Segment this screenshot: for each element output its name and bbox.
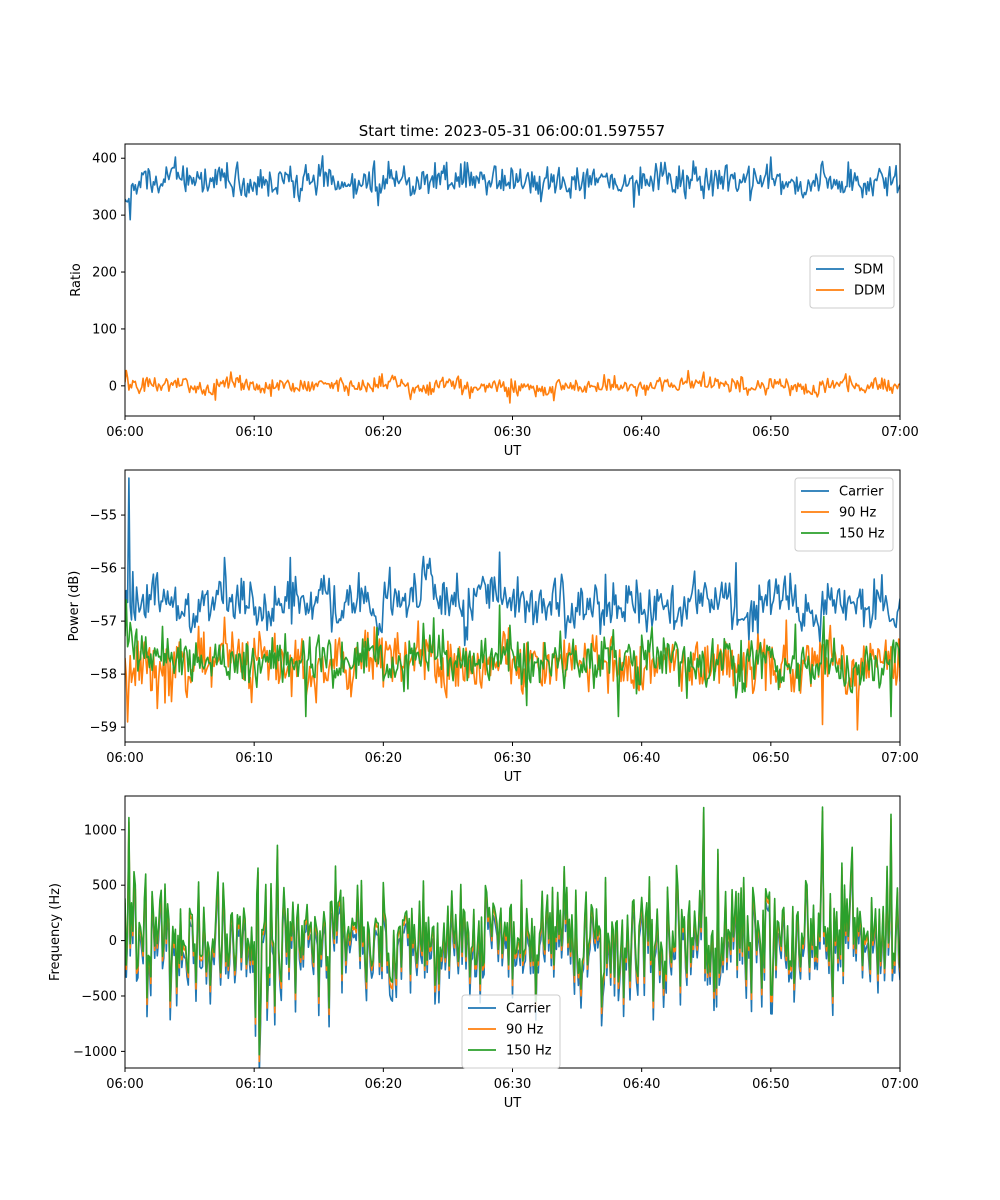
legend-label: 90 Hz <box>506 1023 543 1038</box>
legend: Carrier 90 Hz 150 Hz <box>461 994 561 1069</box>
series-line-carrier <box>125 477 900 647</box>
y-tick-label: 0 <box>109 379 117 394</box>
x-tick-label: 06:50 <box>752 751 789 766</box>
x-tick-label: 06:00 <box>106 1077 143 1092</box>
x-tick-label: 06:20 <box>365 425 402 440</box>
legend-label: DDM <box>854 284 885 299</box>
chart-panel-2: 06:00 06:10 06:20 06:30 06:40 06:50 07:00 −59 −5… <box>67 469 919 785</box>
legend-label: 150 Hz <box>506 1044 552 1059</box>
x-axis-label: UT <box>504 770 522 785</box>
series-line-90-hz <box>125 616 900 731</box>
series-line-150-hz <box>125 599 900 718</box>
y-tick-label: −57 <box>90 615 117 630</box>
legend-label: Carrier <box>506 1002 551 1017</box>
y-tick-label: 200 <box>92 266 117 281</box>
x-tick-label: 06:30 <box>494 425 531 440</box>
y-tick-label: −1000 <box>73 1045 117 1060</box>
legend: Carrier 90 Hz 150 Hz <box>794 477 894 552</box>
x-tick-label: 07:00 <box>881 1077 918 1092</box>
series-line-ddm <box>125 369 900 404</box>
x-tick-label: 06:50 <box>752 425 789 440</box>
y-tick-label: 400 <box>92 152 117 167</box>
x-tick-label: 06:50 <box>752 1077 789 1092</box>
x-tick-label: 06:10 <box>235 1077 272 1092</box>
y-tick-label: −500 <box>81 989 117 1004</box>
x-tick-label: 06:40 <box>623 1077 660 1092</box>
x-axis-label: UT <box>504 444 522 459</box>
x-tick-label: 06:10 <box>235 751 272 766</box>
x-tick-label: 06:10 <box>235 425 272 440</box>
legend-label: SDM <box>854 263 883 278</box>
y-tick-label: 1000 <box>84 823 117 838</box>
series-group <box>125 155 900 404</box>
legend-label: Carrier <box>839 485 884 500</box>
x-tick-label: 06:00 <box>106 425 143 440</box>
x-tick-label: 06:20 <box>365 751 402 766</box>
x-tick-label: 06:40 <box>623 751 660 766</box>
y-tick-label: −59 <box>90 721 117 736</box>
x-tick-label: 06:30 <box>494 1077 531 1092</box>
series-group <box>125 477 900 731</box>
figure-title: Start time: 2023-05-31 06:00:01.597557 <box>359 122 665 140</box>
y-tick-label: −58 <box>90 668 117 683</box>
y-tick-label: −56 <box>90 562 117 577</box>
y-axis-label: Power (dB) <box>67 571 82 642</box>
y-tick-label: 300 <box>92 209 117 224</box>
y-tick-label: 500 <box>92 879 117 894</box>
x-tick-label: 06:30 <box>494 751 531 766</box>
y-tick-label: 0 <box>109 934 117 949</box>
chart-panel-3: 06:00 06:10 06:20 06:30 06:40 06:50 07:00 −1000… <box>48 795 919 1111</box>
y-tick-label: 100 <box>92 322 117 337</box>
y-axis-label: Frequency (Hz) <box>48 883 63 981</box>
legend: SDM DDM <box>809 255 895 309</box>
x-tick-label: 07:00 <box>881 751 918 766</box>
y-axis-label: Ratio <box>69 263 84 296</box>
x-tick-label: 06:20 <box>365 1077 402 1092</box>
x-axis-label: UT <box>504 1096 522 1111</box>
chart-panel-1: 06:00 06:10 06:20 06:30 06:40 06:50 07:00 0 100 2… <box>69 143 919 459</box>
x-tick-label: 07:00 <box>881 425 918 440</box>
series-line-sdm <box>125 155 900 221</box>
chart-panels: 06:00 06:10 06:20 06:30 06:40 06:50 07:00 0 100 2… <box>48 143 919 1111</box>
y-tick-label: −55 <box>90 509 117 524</box>
x-tick-label: 06:00 <box>106 751 143 766</box>
series-line-150-hz <box>125 806 900 1056</box>
legend-label: 150 Hz <box>839 527 885 542</box>
x-tick-label: 06:40 <box>623 425 660 440</box>
legend-label: 90 Hz <box>839 506 876 521</box>
